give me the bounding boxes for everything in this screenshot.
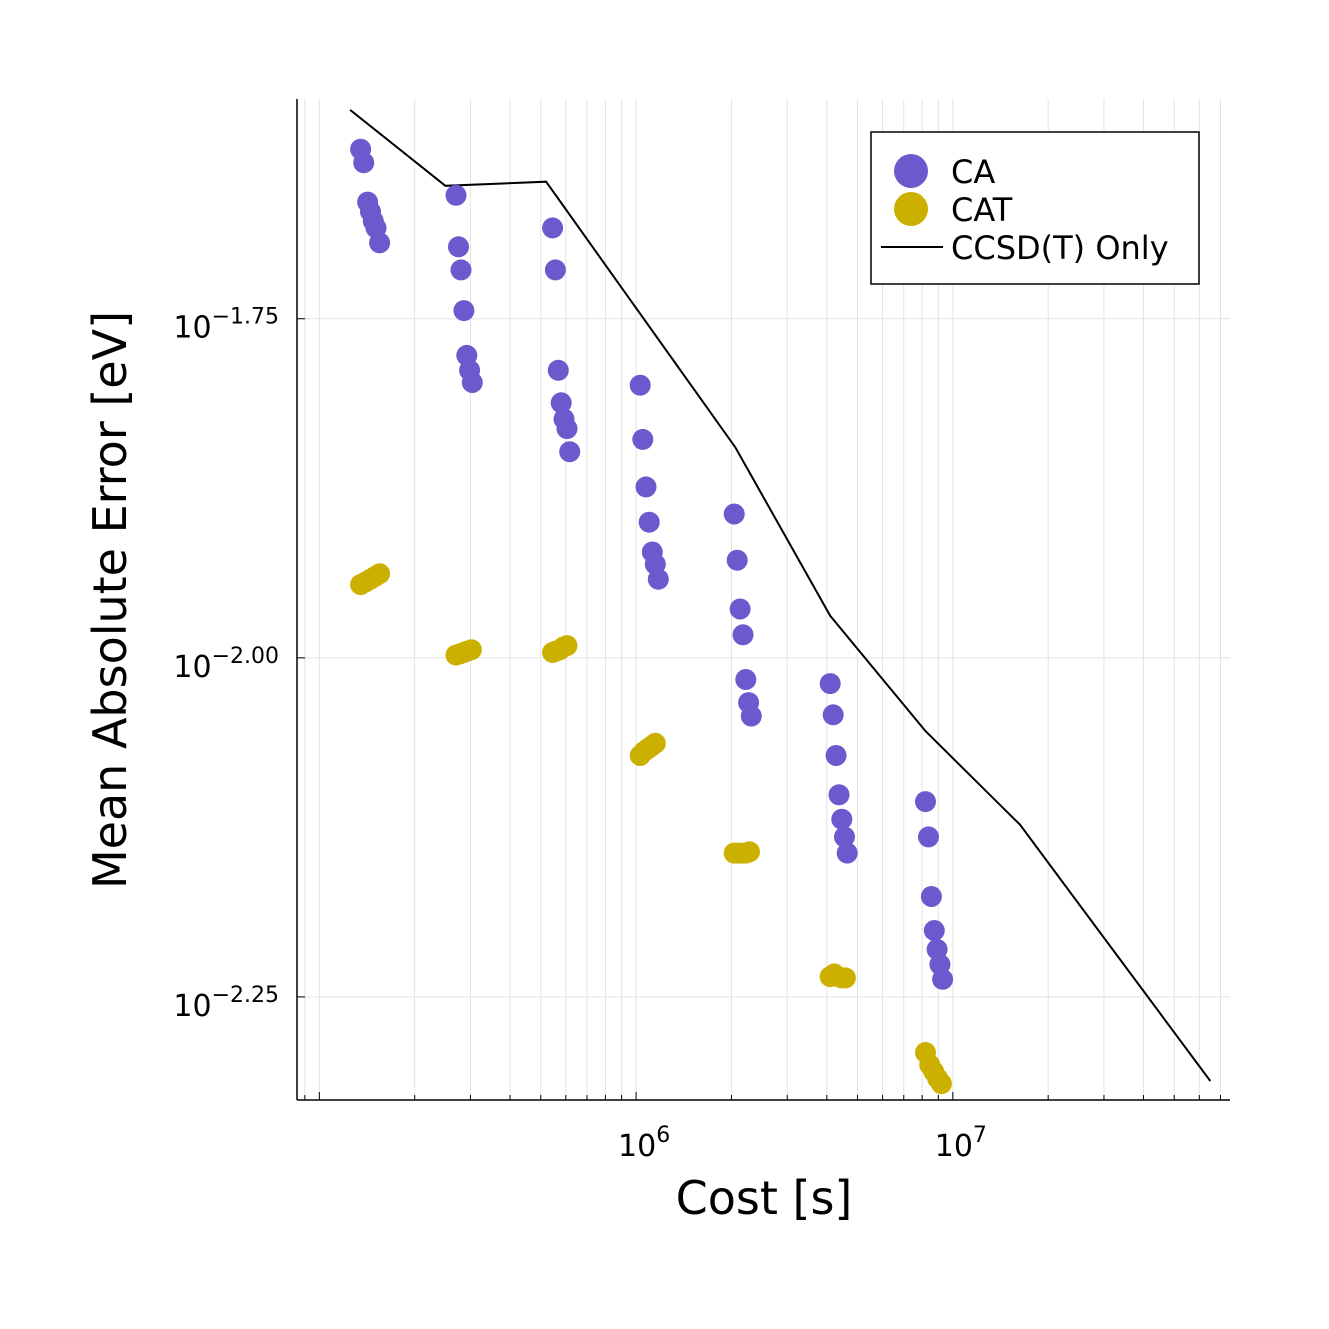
data-point-ca — [638, 511, 660, 533]
data-point-ca — [834, 826, 855, 848]
data-point-ca — [729, 598, 751, 620]
y-tick-label: 10−1.75 — [173, 305, 279, 346]
tick-labels: 106 107 10−1.75 10−2.00 10−2.25 — [173, 305, 987, 1164]
data-point-ca — [461, 372, 483, 393]
series-line-ccsdt — [349, 109, 1212, 1082]
data-point-ca — [542, 217, 564, 239]
data-point-ca — [932, 968, 954, 990]
data-point-ca — [723, 503, 745, 525]
data-point-cat — [369, 563, 391, 585]
data-point-cat — [556, 635, 578, 657]
data-point-ca — [735, 669, 757, 690]
x-axis-title: Cost [s] — [676, 1171, 853, 1225]
data-point-ca — [544, 259, 566, 281]
y-axis-title: Mean Absolute Error [eV] — [83, 311, 137, 889]
data-point-cat — [739, 841, 760, 863]
data-point-ca — [828, 784, 850, 806]
data-point-ca — [448, 236, 469, 258]
data-point-ca — [923, 920, 945, 941]
data-point-ca — [831, 808, 853, 830]
data-point-ca — [353, 152, 375, 174]
data-point-ca — [556, 418, 578, 440]
data-point-ca — [559, 441, 581, 463]
x-tick-label: 106 — [618, 1123, 670, 1164]
legend-marker-cat — [894, 192, 928, 226]
data-point-ca — [822, 704, 844, 726]
data-point-ca — [836, 842, 858, 864]
x-tick-label: 107 — [935, 1123, 987, 1164]
data-point-ca — [920, 886, 942, 907]
data-point-ca — [647, 568, 669, 590]
data-point-ca — [635, 476, 657, 498]
data-point-cat — [930, 1073, 952, 1095]
data-point-ca — [369, 232, 391, 254]
y-tick-label: 10−2.00 — [173, 644, 279, 685]
data-point-ca — [726, 549, 748, 571]
y-tick-label: 10−2.25 — [173, 983, 279, 1024]
data-point-ca — [918, 826, 939, 848]
data-point-cat — [460, 639, 482, 661]
data-point-ca — [825, 745, 847, 766]
series-layer — [349, 109, 1212, 1095]
data-point-ca — [547, 359, 569, 381]
data-point-ca — [453, 300, 475, 322]
data-point-ca — [632, 428, 654, 450]
legend: CA CAT CCSD(T) Only — [870, 131, 1200, 285]
legend-label-ca: CA — [951, 153, 995, 191]
data-point-ca — [629, 374, 651, 396]
data-point-ca — [450, 259, 472, 281]
data-point-ca — [740, 705, 762, 727]
legend-label-ccsdt: CCSD(T) Only — [951, 229, 1169, 267]
data-point-ca — [445, 184, 467, 206]
legend-marker-ca — [894, 154, 928, 188]
data-point-cat — [644, 732, 666, 754]
data-point-ca — [732, 624, 754, 646]
data-point-ca — [550, 392, 572, 414]
data-point-ca — [819, 673, 841, 695]
data-point-ca — [915, 791, 936, 813]
data-point-cat — [834, 967, 856, 989]
axes — [296, 99, 1230, 1101]
legend-label-cat: CAT — [951, 191, 1013, 229]
